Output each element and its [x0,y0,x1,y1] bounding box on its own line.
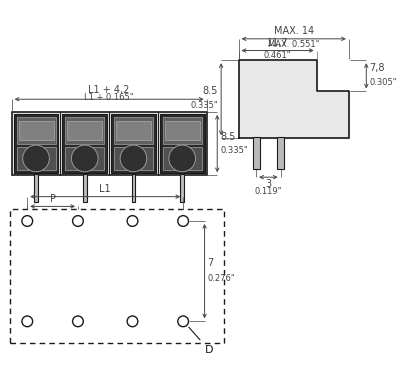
Bar [165,121,200,139]
Bar [132,174,136,203]
Circle shape [72,216,83,226]
Text: L1 + 4,2: L1 + 4,2 [88,86,130,95]
Circle shape [169,145,196,172]
Bar [114,117,153,143]
Bar [160,114,204,173]
Circle shape [127,216,138,226]
Text: 0.276": 0.276" [208,274,235,283]
Circle shape [72,316,83,327]
Bar [62,114,107,173]
Bar [111,114,156,173]
Bar [65,117,104,143]
Bar [67,121,102,139]
Text: 7,8: 7,8 [369,63,385,73]
Bar [163,147,202,170]
Circle shape [22,216,33,226]
Bar [10,209,224,343]
Circle shape [23,145,49,172]
Text: 11,7: 11,7 [267,37,288,48]
Bar [16,147,56,170]
Text: 0.305": 0.305" [369,78,397,87]
Bar [83,174,87,203]
Circle shape [178,316,188,327]
Text: 0.461": 0.461" [264,51,291,61]
Bar [163,117,202,143]
Text: 3: 3 [265,179,272,189]
Circle shape [120,145,147,172]
Circle shape [72,145,98,172]
Circle shape [178,216,188,226]
Bar [116,121,151,139]
Text: 7: 7 [208,258,214,268]
Bar [277,137,284,170]
Polygon shape [239,60,349,138]
Text: MAX. 0.551": MAX. 0.551" [268,40,320,49]
Text: L1: L1 [99,184,111,194]
Bar [12,112,206,175]
Bar [114,147,153,170]
Bar [18,121,54,139]
Bar [16,117,56,143]
Circle shape [127,316,138,327]
Bar [180,174,184,203]
Bar [253,137,260,170]
Bar [34,174,38,203]
Text: 8.5: 8.5 [203,86,218,96]
Text: P: P [50,195,56,204]
Text: D: D [189,327,213,355]
Text: 0.119": 0.119" [255,187,282,196]
Circle shape [22,316,33,327]
Text: MAX. 14: MAX. 14 [274,26,314,36]
Text: 8.5: 8.5 [220,132,236,142]
Bar [65,147,104,170]
Text: 0.335": 0.335" [220,146,248,156]
Text: 0.335": 0.335" [190,101,218,110]
Text: L1 + 0.165": L1 + 0.165" [84,93,134,102]
Bar [14,114,58,173]
